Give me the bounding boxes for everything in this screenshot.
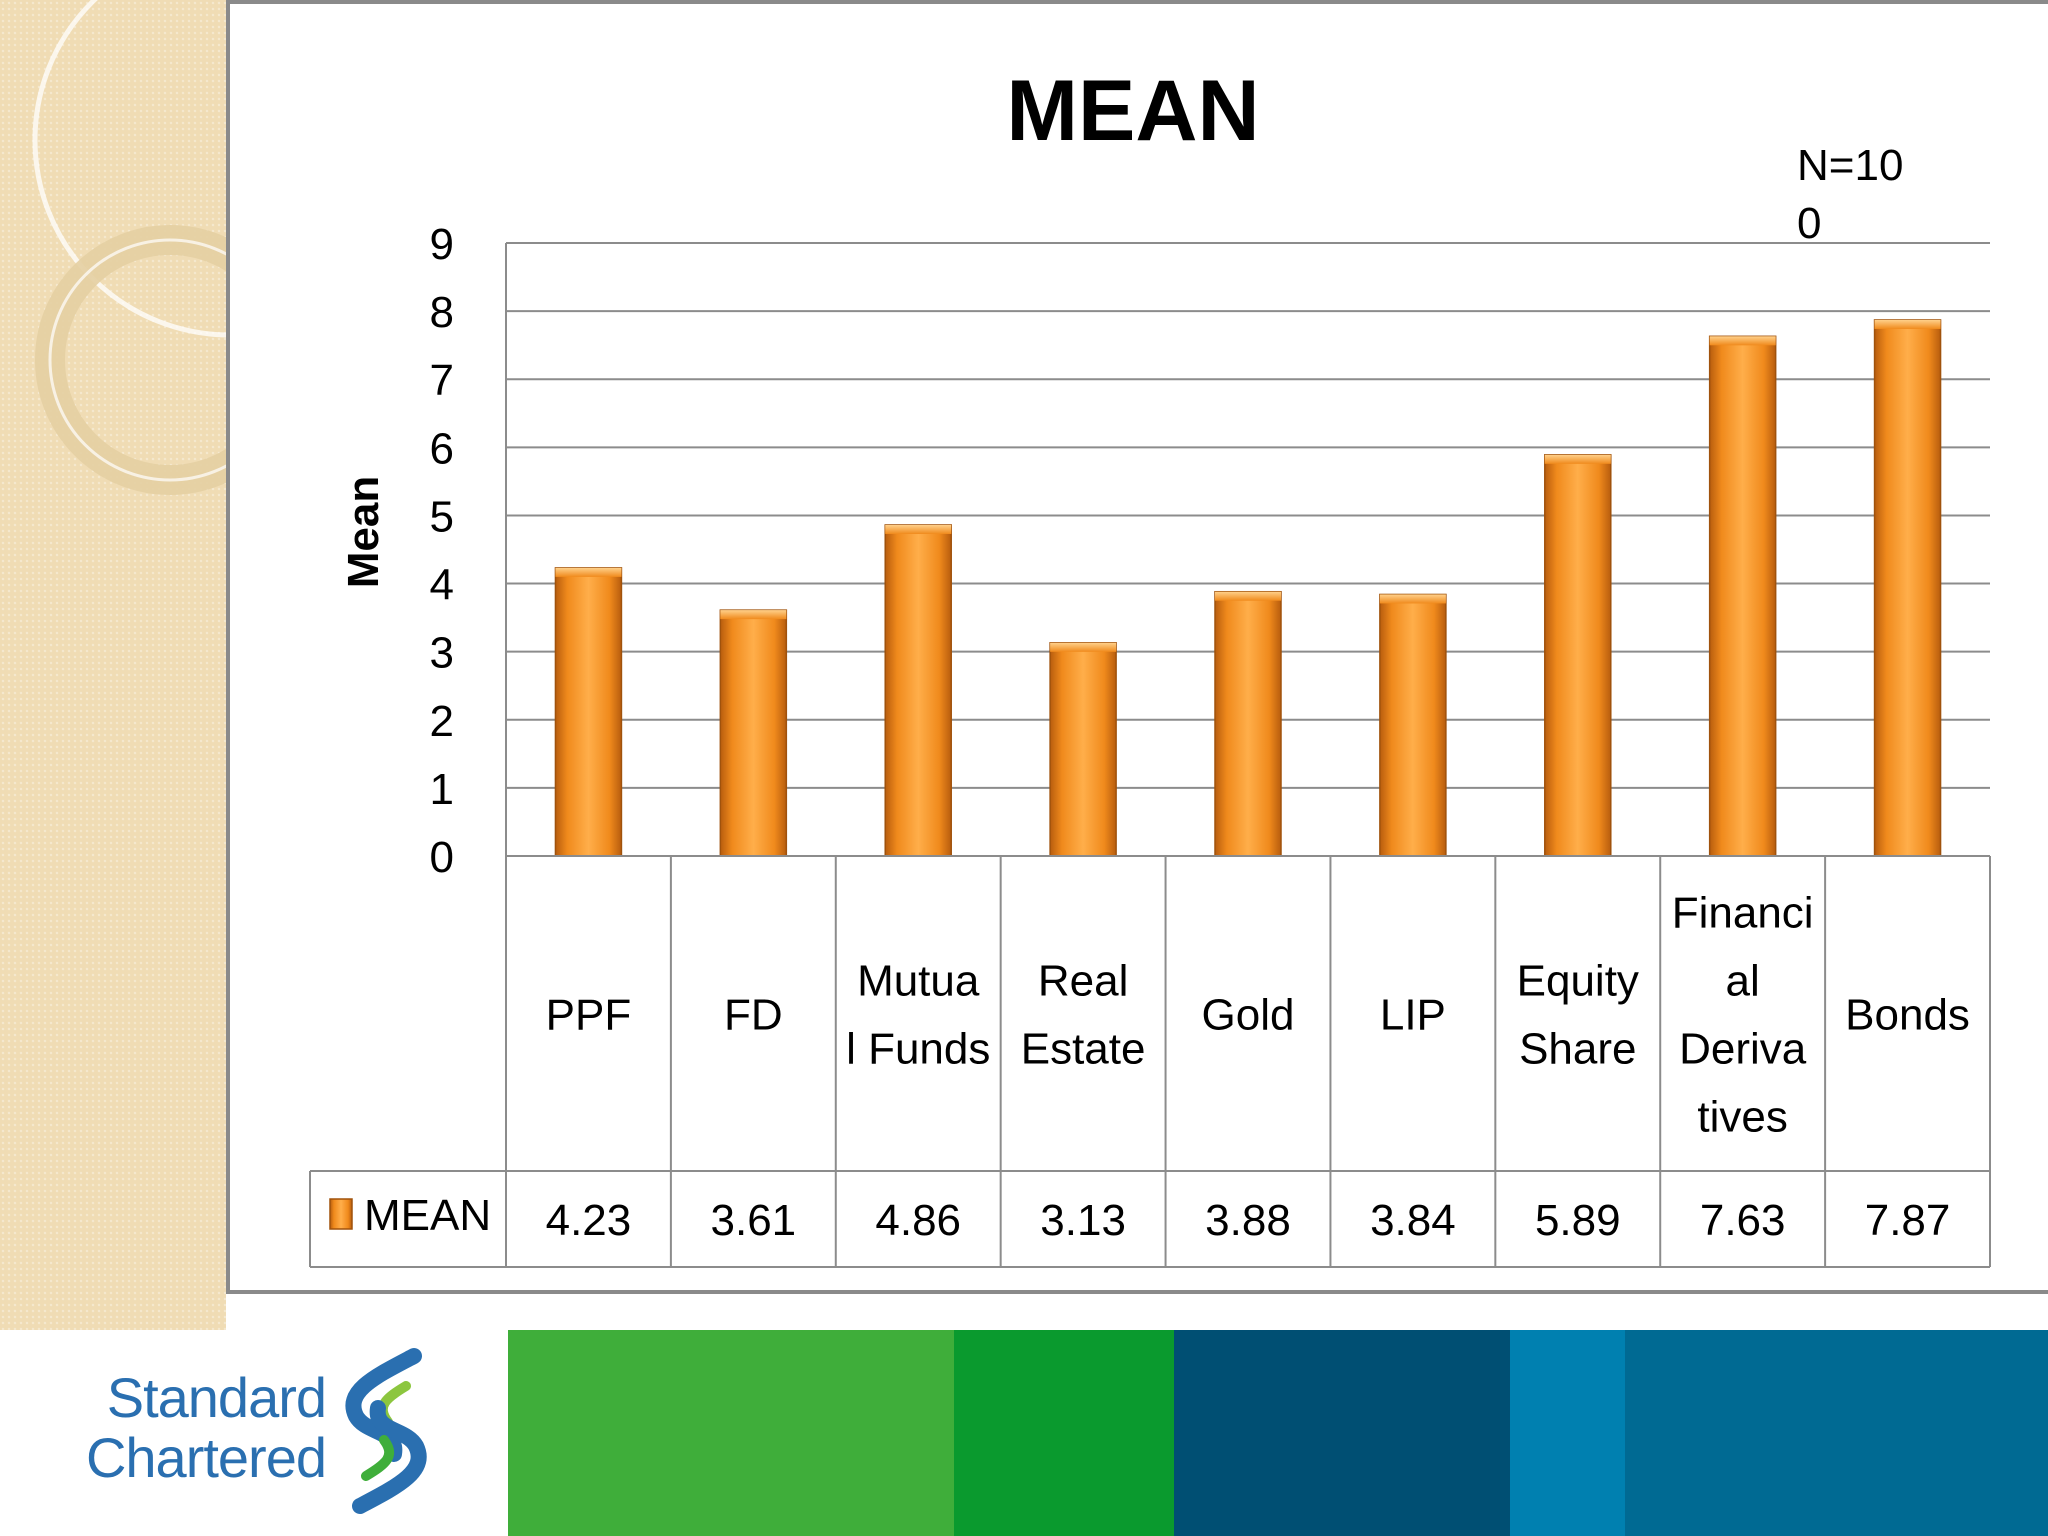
bar-cap	[1544, 454, 1611, 464]
bar-6	[1544, 454, 1612, 857]
footer-band-teal	[1625, 1330, 2048, 1536]
bar-body	[884, 524, 952, 857]
sample-size-annotation-line1: N=10	[1797, 141, 1903, 190]
value-label: 3.88	[1205, 1196, 1291, 1245]
category-label: Equity	[1517, 957, 1639, 1006]
bar-2	[884, 524, 952, 857]
bar-cap	[1215, 591, 1281, 601]
value-label: 4.86	[875, 1196, 961, 1245]
logo-line-1: Standard	[106, 1366, 327, 1429]
y-tick-label: 9	[430, 220, 454, 269]
value-label: 3.84	[1370, 1196, 1456, 1245]
bar-body	[1544, 454, 1612, 857]
bar-body	[1214, 590, 1282, 857]
value-label: 3.61	[711, 1196, 797, 1245]
bar-body	[554, 567, 623, 857]
bar-body	[719, 609, 788, 857]
footer-band-blue	[1510, 1330, 1625, 1536]
category-label: Financi	[1672, 889, 1814, 938]
category-label: FD	[724, 991, 783, 1040]
y-tick-label: 4	[430, 561, 454, 610]
y-tick-label: 0	[430, 833, 454, 882]
bar-1	[719, 609, 788, 857]
footer-band-light-green	[508, 1330, 954, 1536]
bar-cap	[555, 567, 622, 577]
y-tick-label: 5	[430, 492, 454, 541]
category-label: Real	[1038, 957, 1129, 1006]
standard-chartered-logo-icon	[345, 1348, 427, 1514]
bar-4	[1214, 590, 1282, 857]
category-label: Deriva	[1679, 1025, 1807, 1074]
chart-title: MEAN	[1006, 63, 1259, 159]
bar-cap	[885, 524, 952, 534]
bar-cap	[720, 610, 787, 620]
bar-cap	[1379, 594, 1446, 604]
category-label: PPF	[546, 991, 632, 1040]
y-tick-label: 3	[430, 629, 454, 678]
y-tick-label: 6	[430, 424, 454, 473]
bar-body	[1708, 335, 1777, 857]
bar-cap	[1874, 319, 1941, 329]
category-label: l Funds	[846, 1025, 990, 1074]
bar-7	[1708, 335, 1777, 857]
standard-chartered-logo-text: Standard Chartered	[70, 1366, 327, 1489]
category-label: Gold	[1202, 991, 1295, 1040]
category-label: Estate	[1021, 1025, 1146, 1074]
category-label: tives	[1697, 1093, 1787, 1142]
bar-chart: MEAN Mean N=10 0 0 1 2 3 4 5 6 7 8 9 PPF FD Mutua l …	[309, 63, 1991, 1268]
legend-swatch	[329, 1198, 353, 1230]
decorative-left-strip	[0, 0, 226, 1330]
bar-cap	[1709, 336, 1776, 346]
category-label: Share	[1519, 1025, 1636, 1074]
value-label: 7.87	[1865, 1196, 1951, 1245]
value-label: 7.63	[1700, 1196, 1786, 1245]
logo-line-2: Chartered	[85, 1426, 327, 1489]
category-label: al	[1726, 957, 1760, 1006]
y-tick-label: 2	[430, 697, 454, 746]
bar-5	[1379, 593, 1447, 857]
bar-cap	[1050, 642, 1117, 652]
category-label: Mutua	[857, 957, 980, 1006]
footer-band-green	[954, 1330, 1174, 1536]
bar-0	[554, 567, 623, 857]
y-tick-label: 7	[430, 356, 454, 405]
bar-3	[1049, 642, 1117, 857]
bar-body	[1379, 593, 1447, 857]
category-label: LIP	[1380, 991, 1446, 1040]
footer-band-navy	[1174, 1330, 1510, 1536]
sample-size-annotation-line2: 0	[1797, 199, 1821, 248]
bar-body	[1873, 319, 1942, 857]
y-axis-label: Mean	[339, 476, 388, 588]
legend-label: MEAN	[364, 1191, 491, 1240]
value-label: 5.89	[1535, 1196, 1621, 1245]
decorative-rings	[32, 0, 226, 495]
bar-body	[1049, 642, 1117, 857]
value-label: 3.13	[1040, 1196, 1126, 1245]
bar-8	[1873, 319, 1942, 857]
value-label: 4.23	[546, 1196, 632, 1245]
y-tick-label: 8	[430, 288, 454, 337]
category-label: Bonds	[1845, 991, 1970, 1040]
y-tick-label: 1	[430, 765, 454, 814]
